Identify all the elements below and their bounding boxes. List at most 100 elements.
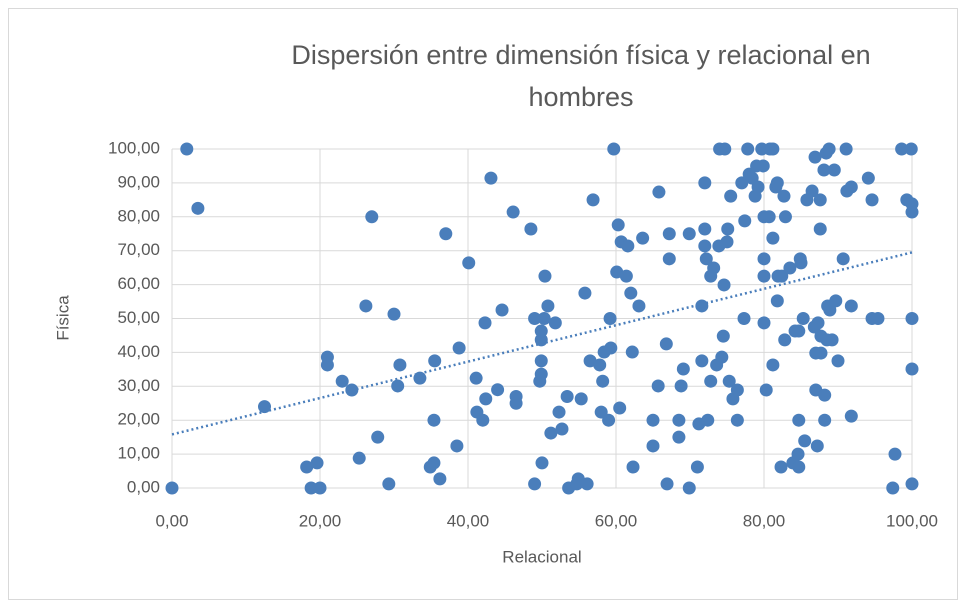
point (730, 413, 744, 427)
point (625, 345, 639, 359)
point (698, 176, 712, 190)
point (660, 477, 674, 491)
point (738, 214, 752, 228)
point (652, 185, 666, 199)
y-tick-label: 70,00 (117, 240, 160, 259)
point (659, 337, 673, 351)
point (690, 460, 704, 474)
point (646, 439, 660, 453)
point (621, 239, 635, 253)
trendline (171, 251, 913, 436)
y-tick-label: 20,00 (117, 410, 160, 429)
point (555, 422, 569, 436)
point (636, 231, 650, 245)
point (371, 430, 385, 444)
point (524, 222, 538, 236)
point (613, 401, 627, 415)
point (300, 460, 314, 474)
y-tick-label: 80,00 (117, 206, 160, 225)
x-tick-label: 20,00 (299, 511, 342, 530)
point (586, 193, 600, 207)
point (792, 324, 806, 338)
point (905, 477, 919, 491)
point (844, 299, 858, 313)
point (701, 413, 715, 427)
point (757, 252, 771, 266)
point (450, 439, 464, 453)
point (698, 222, 712, 236)
x-axis-label: Relacional (502, 547, 581, 566)
point (715, 350, 729, 364)
point (798, 434, 812, 448)
y-tick-label: 0,00 (127, 477, 160, 496)
point (756, 159, 770, 173)
point (674, 379, 688, 393)
point (730, 383, 744, 397)
point (796, 312, 810, 325)
point (535, 456, 549, 470)
point (509, 396, 523, 410)
point (603, 312, 617, 325)
point (433, 472, 447, 486)
point (717, 278, 731, 292)
point (534, 367, 548, 381)
point (775, 269, 789, 283)
point (304, 481, 318, 495)
point (534, 354, 548, 368)
point (528, 312, 542, 325)
point (792, 413, 806, 427)
point (391, 379, 405, 393)
point (783, 261, 797, 275)
y-tick-label: 30,00 (117, 376, 160, 395)
point (538, 269, 552, 283)
point (165, 481, 179, 495)
point (593, 358, 607, 372)
point (751, 180, 765, 194)
point (716, 329, 730, 343)
point (724, 189, 738, 203)
point (904, 142, 918, 156)
point (552, 405, 566, 419)
point (393, 358, 407, 372)
point (770, 176, 784, 190)
point (439, 227, 453, 241)
point (722, 374, 736, 388)
point (258, 400, 271, 414)
point (632, 299, 646, 313)
point (757, 316, 771, 330)
point (544, 426, 558, 440)
point (791, 447, 805, 461)
chart-frame (8, 8, 958, 600)
point (672, 430, 686, 444)
point (560, 389, 574, 403)
point (491, 383, 505, 397)
point (721, 222, 735, 236)
point (822, 142, 836, 156)
point (766, 358, 780, 372)
point (718, 142, 732, 156)
y-axis-label: Física (53, 295, 72, 341)
point (359, 299, 373, 313)
point (662, 227, 676, 241)
point (831, 354, 845, 368)
point (651, 379, 665, 393)
point (829, 294, 843, 308)
point (698, 239, 712, 253)
point (741, 142, 755, 156)
point (704, 374, 718, 388)
point (695, 299, 709, 313)
point (844, 409, 858, 423)
point (541, 299, 555, 313)
point (827, 163, 841, 177)
point (792, 460, 806, 474)
point (770, 294, 784, 308)
point (626, 460, 640, 474)
point (506, 205, 520, 219)
point (813, 193, 827, 207)
point (484, 171, 498, 185)
point (811, 316, 825, 330)
point (534, 324, 548, 338)
point (602, 413, 616, 427)
x-tick-label: 60,00 (595, 511, 638, 530)
